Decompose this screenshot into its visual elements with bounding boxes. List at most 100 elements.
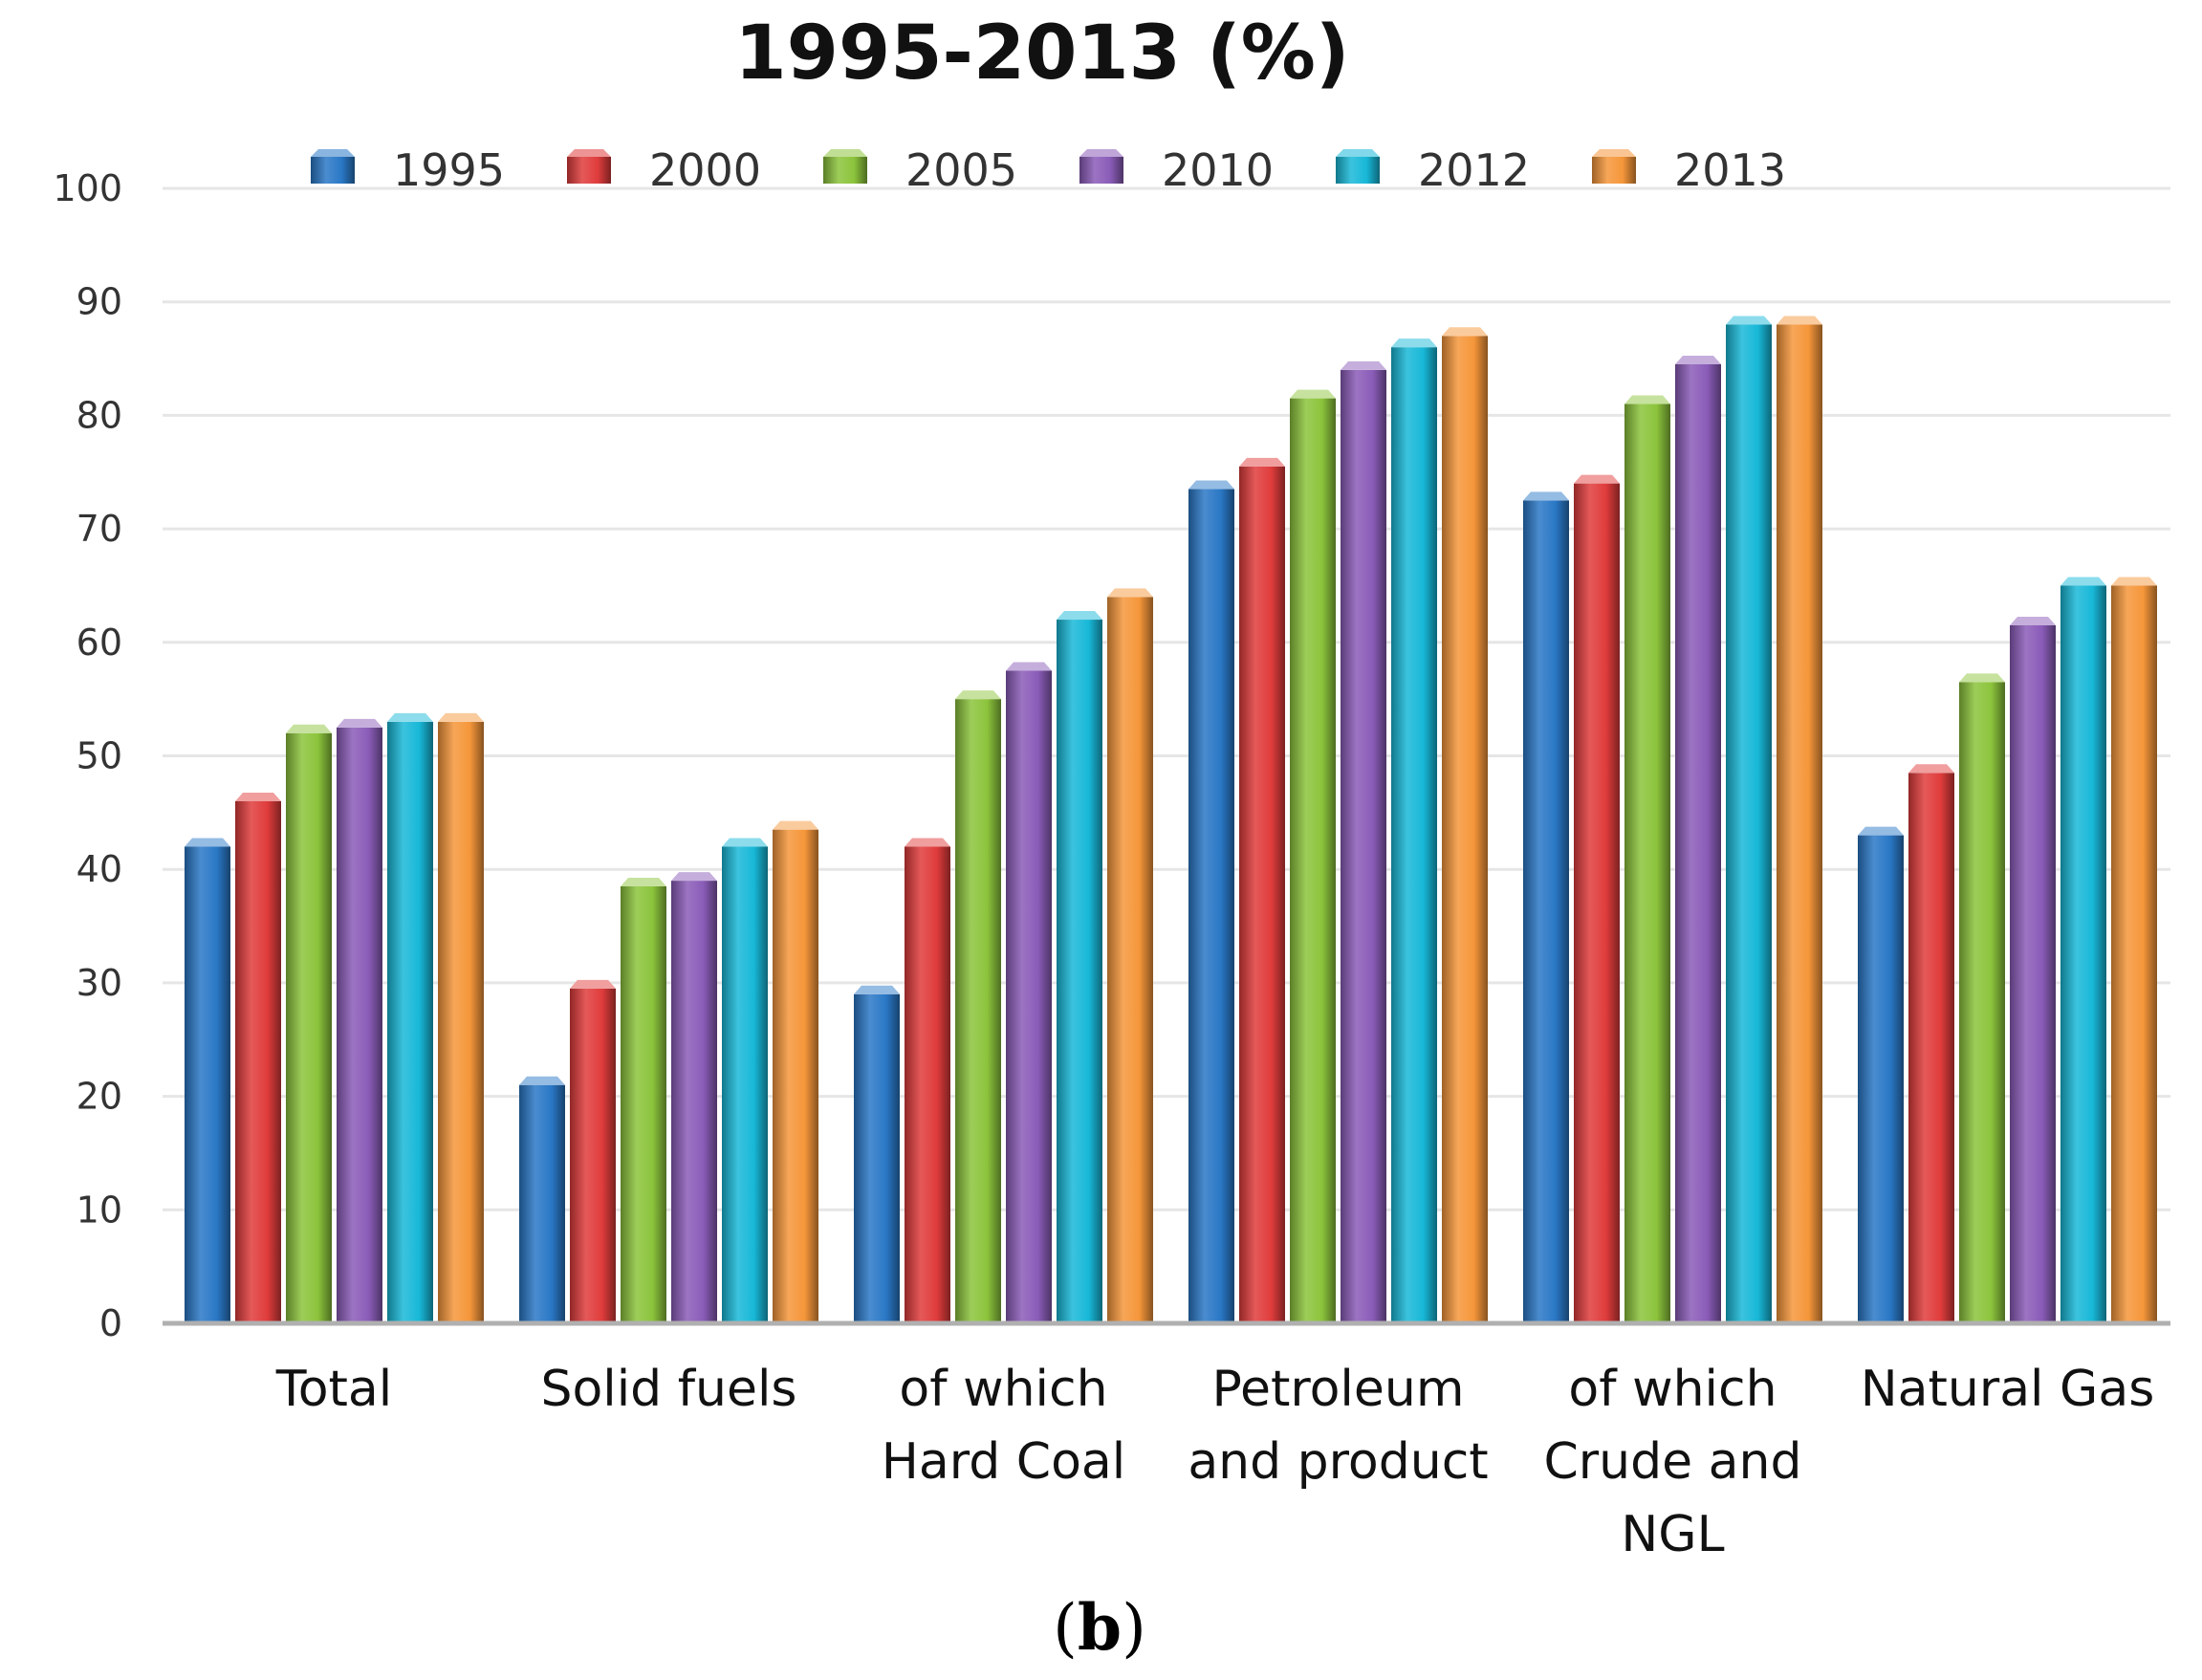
- bar-cap: [854, 985, 900, 994]
- bar-2005: [621, 878, 666, 1323]
- bar-body: [1523, 500, 1569, 1323]
- bar-2000: [570, 979, 616, 1323]
- bar-2000: [1574, 474, 1620, 1323]
- bar-body: [235, 800, 281, 1323]
- bar-body: [2111, 585, 2157, 1323]
- bar-2005: [286, 724, 332, 1323]
- bar-body: [1574, 483, 1620, 1323]
- bar-2012: [1726, 316, 1772, 1324]
- bar-2000: [1239, 457, 1285, 1323]
- bar-cap: [2111, 577, 2157, 586]
- x-tick-label: Solid fuels: [540, 1361, 796, 1418]
- bar-2010: [671, 872, 717, 1323]
- x-tick-label: NGL: [1621, 1506, 1724, 1563]
- bar-body: [1188, 489, 1234, 1323]
- bar-body: [519, 1084, 565, 1323]
- y-tick-label: 80: [76, 394, 122, 436]
- bar-2013: [1442, 327, 1488, 1323]
- bar-2005: [1959, 673, 2005, 1323]
- bar-cap: [1726, 316, 1772, 325]
- bar-body: [1107, 597, 1153, 1323]
- legend-swatch: [1592, 157, 1636, 184]
- bar-cap: [1107, 588, 1153, 598]
- bar-body: [722, 846, 768, 1323]
- x-tick-label: of which: [1568, 1361, 1777, 1418]
- bar-cap: [235, 792, 281, 801]
- legend-swatch: [311, 157, 355, 184]
- bar-body: [1290, 398, 1336, 1324]
- caption-letter: b: [1078, 1590, 1122, 1665]
- bar-body: [955, 699, 1001, 1323]
- bar-cap: [1908, 764, 1954, 774]
- legend-swatch: [1079, 157, 1123, 184]
- bar-cap: [2010, 616, 2056, 625]
- bar-body: [570, 988, 616, 1323]
- bar-1995: [185, 838, 230, 1323]
- bar-body: [387, 721, 433, 1323]
- bar-cap: [570, 979, 616, 989]
- legend-swatch-top: [1592, 149, 1636, 157]
- bar-cap: [1341, 360, 1386, 370]
- caption-close: ): [1122, 1591, 1146, 1665]
- bar-body: [1858, 835, 1904, 1323]
- bar-body: [854, 993, 900, 1323]
- bar-cap: [955, 690, 1001, 700]
- bar-cap: [1239, 457, 1285, 467]
- bar-body: [1442, 336, 1488, 1323]
- bar-cap: [1391, 338, 1437, 348]
- y-tick-label: 30: [76, 962, 122, 1004]
- bar-2000: [905, 838, 950, 1323]
- bar-body: [185, 846, 230, 1323]
- bar-cap: [1777, 316, 1822, 325]
- y-tick-label: 0: [99, 1302, 122, 1344]
- bar-cap: [286, 724, 332, 733]
- legend-swatch-top: [823, 149, 867, 157]
- bar-body: [671, 881, 717, 1323]
- legend-swatch-top: [1079, 149, 1123, 157]
- x-axis-ticks: Total Solid fuels of which Hard Coal Petrole…: [275, 1361, 2155, 1563]
- chart-title: 1995-2013 (%): [734, 11, 1349, 97]
- bar-body: [2010, 624, 2056, 1323]
- bar-cap: [671, 872, 717, 882]
- bar-2005: [1290, 389, 1336, 1324]
- gridlines: [163, 186, 2170, 1211]
- bar-cap: [1442, 327, 1488, 337]
- bars: [185, 316, 2157, 1324]
- bar-body: [2060, 585, 2106, 1323]
- bar-body: [1006, 670, 1052, 1323]
- bar-body: [1777, 324, 1822, 1324]
- y-tick-label: 70: [76, 508, 122, 550]
- x-tick-label: and product: [1188, 1433, 1488, 1491]
- bar-cap: [2060, 577, 2106, 586]
- bar-2012: [722, 838, 768, 1323]
- bar-cap: [337, 718, 382, 728]
- y-tick-label: 60: [76, 622, 122, 664]
- bar-2005: [1624, 395, 1670, 1323]
- bar-cap: [1624, 395, 1670, 404]
- bar-2000: [1908, 764, 1954, 1323]
- bar-cap: [519, 1076, 565, 1085]
- y-tick-label: 10: [76, 1189, 122, 1231]
- legend-swatch-top: [311, 149, 355, 157]
- bar-body: [438, 721, 484, 1323]
- bar-cap: [438, 712, 484, 722]
- y-tick-label: 40: [76, 848, 122, 890]
- bar-2013: [2111, 577, 2157, 1323]
- bar-body: [1959, 682, 2005, 1323]
- bar-body: [337, 727, 382, 1323]
- bar-1995: [1858, 826, 1904, 1323]
- bar-body: [905, 846, 950, 1323]
- bar-body: [1391, 347, 1437, 1323]
- bar-2012: [2060, 577, 2106, 1323]
- y-tick-label: 20: [76, 1076, 122, 1118]
- bar-2010: [2010, 616, 2056, 1323]
- bar-cap: [387, 712, 433, 722]
- x-tick-label: Crude and: [1543, 1433, 1801, 1491]
- x-tick-label: Petroleum: [1212, 1361, 1465, 1418]
- bar-cap: [905, 838, 950, 847]
- figure-caption: (b): [1053, 1590, 1146, 1665]
- bar-cap: [773, 820, 818, 830]
- bar-2012: [1391, 338, 1437, 1323]
- bar-body: [621, 886, 666, 1323]
- legend-swatch: [1336, 157, 1380, 184]
